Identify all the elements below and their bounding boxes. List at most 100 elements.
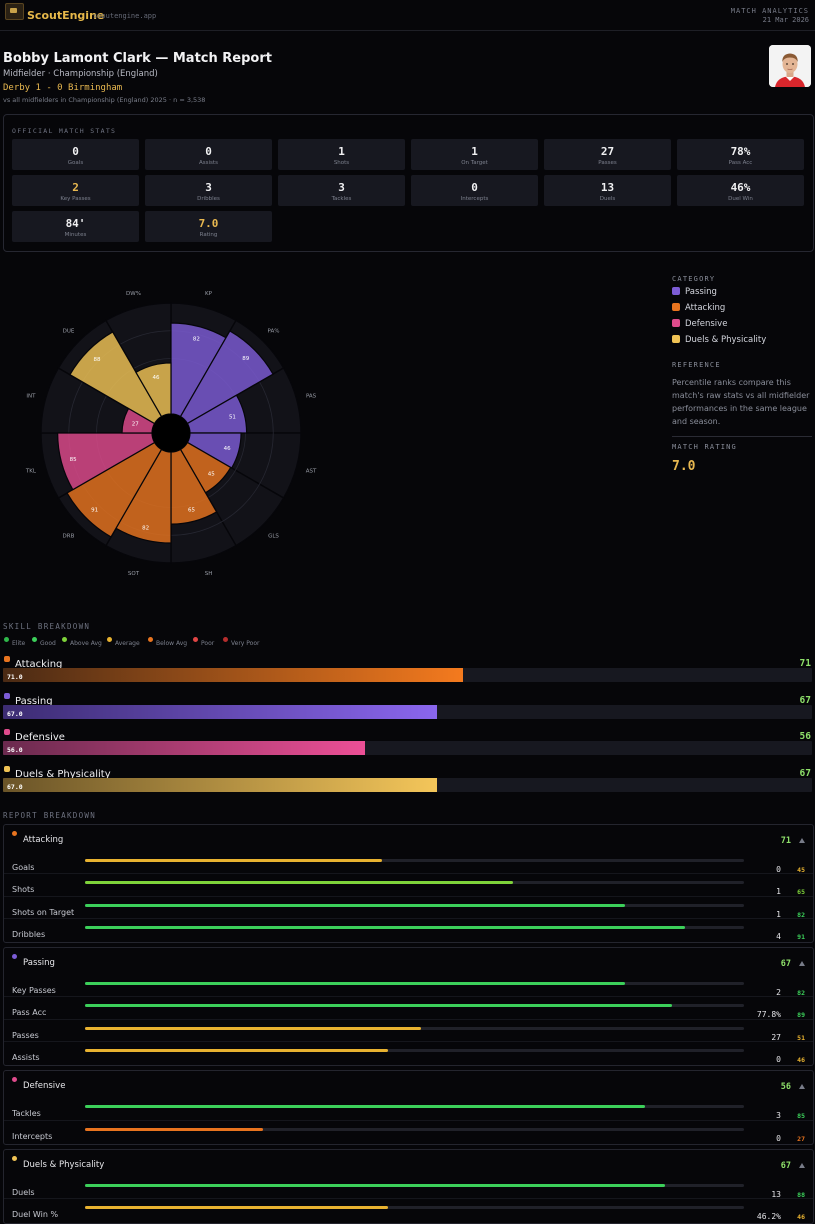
metric-percentile: 85: [797, 1112, 805, 1121]
skill-score: 71: [799, 658, 811, 669]
stat-value: 27: [600, 145, 615, 158]
tier-dot: [148, 637, 153, 642]
stat-value: 1: [471, 145, 478, 158]
skill-bar-fill: [3, 777, 437, 792]
top-bar: ScoutEngine scoutengine.app MATCH ANALYT…: [0, 0, 815, 31]
group-dot: [12, 1077, 17, 1083]
polar-value-label: 82: [142, 526, 149, 532]
player-subtitle: Midfielder · Championship (England): [3, 69, 158, 79]
metric-bar-fill: [85, 982, 626, 986]
polar-axis-label: DW%: [126, 291, 141, 297]
metric-name: Intercepts: [12, 1131, 53, 1141]
polar-value-label: 91: [91, 507, 98, 513]
legend-swatch: [672, 335, 680, 343]
report-row: Passes 27 51: [4, 1018, 813, 1042]
metric-bar: [85, 1127, 744, 1131]
polar-axis-label: TKL: [25, 469, 37, 475]
row-divider: [4, 873, 813, 875]
legend-label: Passing: [685, 287, 717, 297]
stat-value: 13: [600, 181, 615, 194]
skill-score: 56: [799, 731, 811, 742]
polar-center-hole: [152, 414, 190, 452]
metric-name: Pass Acc: [12, 1008, 47, 1018]
tier-label: Very Poor: [231, 640, 260, 647]
row-divider: [4, 1119, 813, 1121]
metric-bar: [85, 1206, 744, 1210]
stat-card: 46% Duel Win: [677, 175, 804, 206]
stat-value: 1: [338, 145, 345, 158]
stat-label: Duel Win: [728, 196, 753, 202]
skill-bar-attacking: 71.0: [3, 668, 812, 682]
skill-name-defensive: Defensive: [15, 732, 65, 743]
collapse-toggle-icon[interactable]: [799, 1084, 805, 1090]
collapse-toggle-icon[interactable]: [799, 838, 805, 843]
metric-raw-value: 0: [776, 1133, 781, 1143]
match-rating-value: 7.0: [672, 459, 696, 474]
metric-bar-fill: [85, 1105, 646, 1109]
avatar: [769, 45, 811, 87]
metric-raw-value: 0: [776, 1055, 781, 1065]
section-label: MATCH ANALYTICS: [730, 7, 809, 15]
polar-value-label: 82: [193, 336, 200, 342]
percentile-polar-chart: 82 KP 89 PA% 51 PAS 46 AST 45 GLS 65 SH 82 SOT 91 DRB 85…: [25, 291, 317, 577]
metric-bar: [85, 859, 744, 862]
metric-raw-value: 0: [776, 865, 781, 874]
group-score: 71: [780, 836, 791, 846]
stat-label: Intercepts: [460, 196, 489, 202]
skill-bar-passing: 67.0: [3, 704, 812, 719]
stat-label: Rating: [199, 232, 218, 238]
stat-card: 0 Assists: [145, 139, 272, 170]
row-divider: [4, 1198, 813, 1200]
metric-name: Duel Win %: [12, 1210, 59, 1220]
legend-label: Duels & Physicality: [685, 335, 767, 345]
collapse-toggle-icon[interactable]: [799, 961, 805, 967]
metric-bar: [85, 1184, 744, 1187]
reference-title: REFERENCE: [672, 361, 721, 369]
skill-bar-defensive: 56.0: [3, 741, 812, 755]
group-score: 67: [780, 1161, 791, 1171]
metric-bar-fill: [85, 1184, 665, 1187]
skill-bar-value: 71.0: [7, 673, 23, 681]
tier-dot: [4, 637, 9, 642]
brand-name[interactable]: ScoutEngine: [27, 9, 105, 22]
metric-name: Assists: [12, 1053, 40, 1063]
polar-axis-label: PA%: [268, 328, 280, 334]
group-title: Duels & Physicality: [23, 1160, 105, 1170]
polar-value-label: 46: [224, 446, 231, 452]
polar-axis-label: GLS: [268, 534, 279, 540]
page-title: Bobby Lamont Clark — Match Report: [3, 51, 272, 66]
skill-dot: [4, 656, 10, 662]
collapse-toggle-icon[interactable]: [799, 1163, 805, 1168]
group-dot: [12, 1156, 17, 1161]
metric-raw-value: 4: [776, 931, 781, 941]
skill-name-duels-physicality: Duels & Physicality: [15, 768, 111, 780]
stat-value: 78%: [730, 145, 751, 158]
skill-bar-fill: [3, 741, 366, 755]
metric-percentile: 45: [797, 866, 805, 874]
stat-value: 0: [72, 145, 79, 158]
match-score: Derby 1 - 0 Birmingham: [3, 83, 123, 93]
polar-value-label: 88: [93, 357, 100, 363]
polar-value-label: 51: [229, 415, 236, 421]
metric-bar: [85, 1026, 744, 1030]
polar-axis-label: AST: [306, 469, 317, 475]
row-divider: [4, 917, 813, 919]
polar-axis-label: KP: [205, 291, 213, 297]
stat-card: 84' Minutes: [12, 211, 139, 242]
legend-divider: [672, 436, 812, 437]
row-divider: [4, 895, 813, 897]
polar-axis-label: PAS: [306, 393, 317, 399]
report-row: Assists 0 46: [4, 1041, 813, 1065]
metric-percentile: 51: [797, 1033, 805, 1042]
stat-label: Key Passes: [60, 196, 91, 202]
stat-card: 27 Passes: [544, 139, 671, 170]
logo-icon: [5, 3, 24, 20]
metric-name: Dribbles: [12, 929, 46, 939]
polar-axis-label: SH: [205, 571, 213, 577]
tier-dot: [223, 637, 228, 642]
stat-card: 3 Dribbles: [145, 175, 272, 206]
skill-name-attacking: Attacking: [15, 659, 63, 670]
skill-bar-fill: [3, 704, 437, 719]
metric-raw-value: 13: [771, 1190, 781, 1199]
metric-bar-fill: [85, 1004, 672, 1008]
